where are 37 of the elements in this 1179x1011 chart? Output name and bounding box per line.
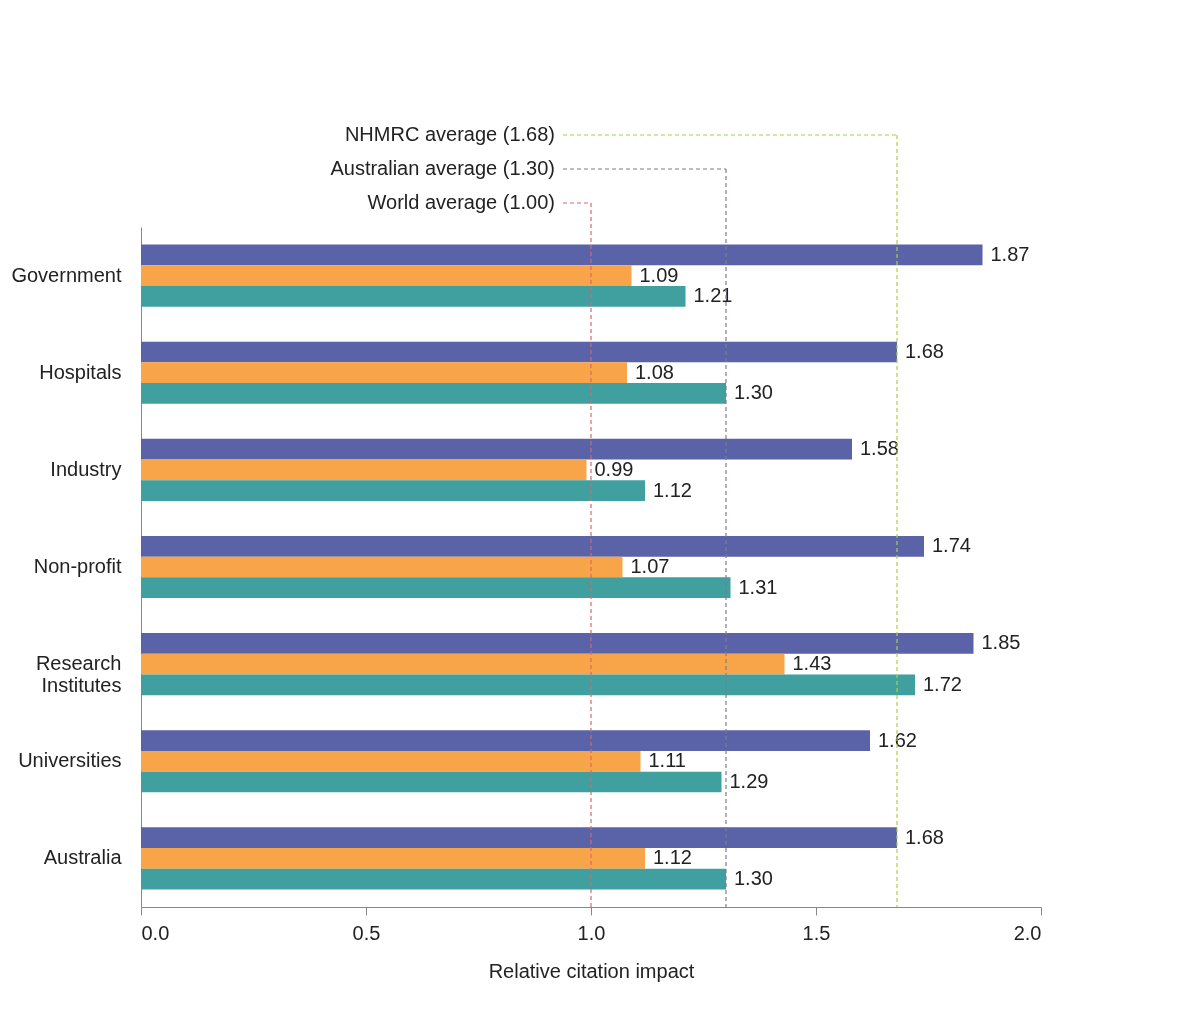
y-tick-label: Australia xyxy=(43,846,123,869)
data-label: 1.07 xyxy=(630,555,670,577)
ref-line-label: World average (1.00) xyxy=(367,191,555,213)
y-tick-label: Government xyxy=(11,263,122,286)
data-label: 1.29 xyxy=(729,770,769,793)
x-tick-label: 1.5 xyxy=(802,921,831,944)
data-label: 1.58 xyxy=(860,437,899,460)
data-label: 1.68 xyxy=(905,825,944,848)
x-tick-label: 0.0 xyxy=(141,921,170,944)
data-label: 1.68 xyxy=(905,339,944,362)
data-label: 0.99 xyxy=(594,457,634,480)
data-label: 1.09 xyxy=(639,263,679,286)
data-label: 1.11 xyxy=(648,749,686,772)
x-tick-label: 2.0 xyxy=(1013,921,1042,944)
x-axis-title: Relative citation impact xyxy=(488,959,695,982)
y-tick-label: Research Institutes xyxy=(35,652,122,697)
data-label: 1.74 xyxy=(932,534,971,557)
y-tick-label: Non-profit xyxy=(33,555,122,577)
ref-line-label: NHMRC average (1.68) xyxy=(344,123,555,145)
y-tick-label: Hospitals xyxy=(39,360,122,383)
data-label: 1.62 xyxy=(878,728,917,751)
data-label: 1.30 xyxy=(734,867,773,890)
data-label: 1.30 xyxy=(734,381,773,404)
y-tick-label: Industry xyxy=(50,457,122,480)
data-label: 1.12 xyxy=(653,478,692,501)
x-tick-label: 1.0 xyxy=(577,921,606,944)
data-label: 1.08 xyxy=(635,360,674,383)
ref-line-label: Australian average (1.30) xyxy=(330,157,555,179)
data-label: 1.31 xyxy=(738,575,778,598)
x-tick-label: 0.5 xyxy=(352,921,381,944)
data-label: 1.72 xyxy=(923,672,962,695)
data-label: 1.87 xyxy=(990,242,1030,265)
data-label: 1.21 xyxy=(693,284,733,307)
y-tick-label: Universities xyxy=(18,749,122,772)
data-label: 1.85 xyxy=(981,631,1021,654)
data-label: 1.12 xyxy=(653,846,692,869)
data-label: 1.43 xyxy=(792,652,832,675)
